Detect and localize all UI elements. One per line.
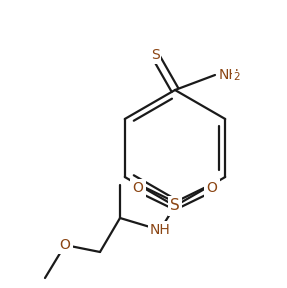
Text: NH: NH (150, 223, 170, 237)
Text: 2: 2 (233, 72, 240, 82)
Text: O: O (60, 238, 70, 252)
Text: O: O (133, 181, 144, 195)
Text: S: S (151, 48, 159, 62)
Text: S: S (170, 198, 180, 213)
Text: NH: NH (219, 68, 240, 82)
Text: O: O (207, 181, 218, 195)
